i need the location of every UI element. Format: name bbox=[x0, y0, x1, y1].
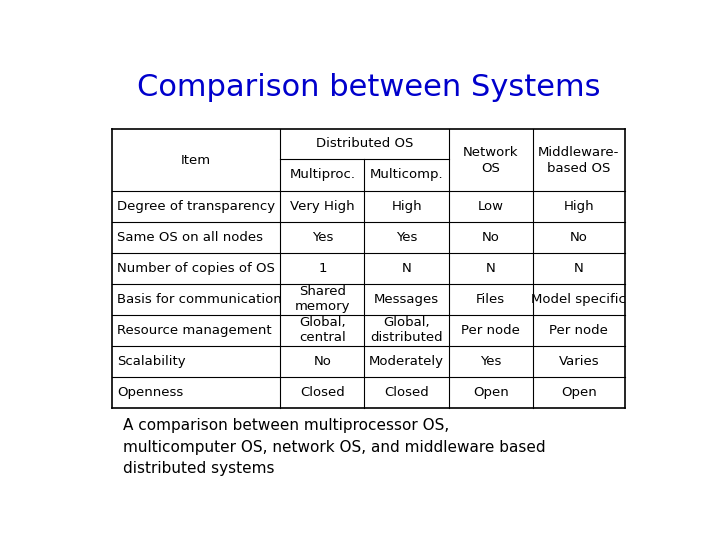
Text: Comparison between Systems: Comparison between Systems bbox=[138, 73, 600, 102]
Text: Middleware-
based OS: Middleware- based OS bbox=[538, 146, 619, 175]
Text: Item: Item bbox=[181, 154, 212, 167]
Text: Yes: Yes bbox=[396, 231, 418, 244]
Text: Resource management: Resource management bbox=[117, 324, 271, 337]
Text: Moderately: Moderately bbox=[369, 355, 444, 368]
Text: Scalability: Scalability bbox=[117, 355, 186, 368]
Text: High: High bbox=[564, 200, 594, 213]
Text: Degree of transparency: Degree of transparency bbox=[117, 200, 275, 213]
Text: Global,
distributed: Global, distributed bbox=[370, 316, 443, 345]
Text: No: No bbox=[570, 231, 588, 244]
Text: No: No bbox=[313, 355, 331, 368]
Text: Multiproc.: Multiproc. bbox=[289, 168, 356, 181]
Text: Yes: Yes bbox=[312, 231, 333, 244]
Text: High: High bbox=[391, 200, 422, 213]
Text: A comparison between multiprocessor OS,
multicomputer OS, network OS, and middle: A comparison between multiprocessor OS, … bbox=[124, 418, 546, 476]
Text: Open: Open bbox=[561, 386, 597, 399]
Text: Per node: Per node bbox=[462, 324, 521, 337]
Text: Basis for communication: Basis for communication bbox=[117, 293, 282, 306]
Text: Varies: Varies bbox=[559, 355, 599, 368]
Text: Shared
memory: Shared memory bbox=[294, 286, 350, 314]
Text: No: No bbox=[482, 231, 500, 244]
Text: Per node: Per node bbox=[549, 324, 608, 337]
Text: Files: Files bbox=[476, 293, 505, 306]
Text: Multicomp.: Multicomp. bbox=[370, 168, 444, 181]
Text: N: N bbox=[574, 262, 584, 275]
Text: N: N bbox=[486, 262, 495, 275]
Text: Closed: Closed bbox=[384, 386, 429, 399]
Text: Very High: Very High bbox=[290, 200, 355, 213]
Text: Number of copies of OS: Number of copies of OS bbox=[117, 262, 274, 275]
Text: Openness: Openness bbox=[117, 386, 183, 399]
Text: Open: Open bbox=[473, 386, 509, 399]
Text: Global,
central: Global, central bbox=[299, 316, 346, 345]
Text: 1: 1 bbox=[318, 262, 327, 275]
Text: N: N bbox=[402, 262, 411, 275]
Text: Closed: Closed bbox=[300, 386, 345, 399]
Text: Network
OS: Network OS bbox=[463, 146, 518, 175]
Text: Messages: Messages bbox=[374, 293, 439, 306]
Text: Low: Low bbox=[478, 200, 504, 213]
Text: Same OS on all nodes: Same OS on all nodes bbox=[117, 231, 263, 244]
Text: Yes: Yes bbox=[480, 355, 502, 368]
Text: Model specific: Model specific bbox=[531, 293, 626, 306]
Text: Distributed OS: Distributed OS bbox=[316, 138, 413, 151]
